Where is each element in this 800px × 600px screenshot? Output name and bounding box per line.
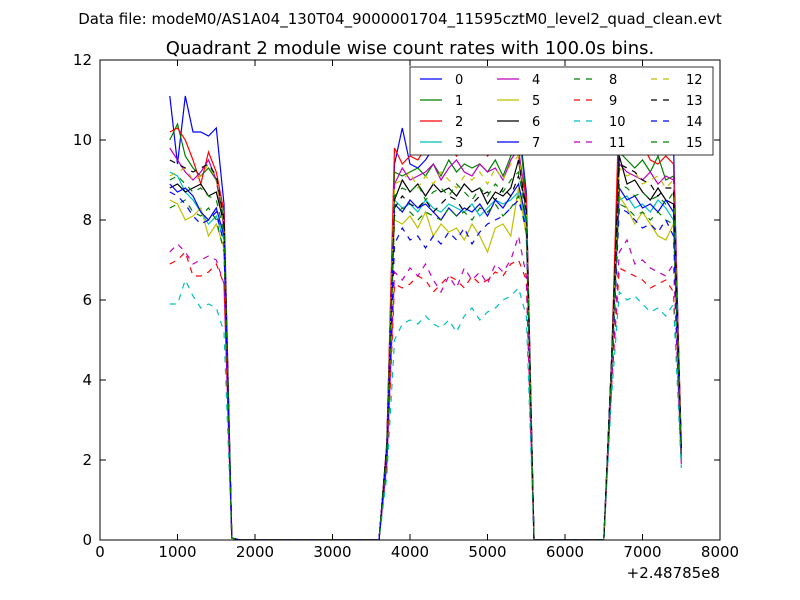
- figure-suptitle: Data file: modeM0/AS1A04_130T04_90000017…: [78, 10, 722, 29]
- y-tick-label-0: 0: [82, 531, 92, 549]
- x-tick-label-2000: 2000: [236, 543, 274, 561]
- legend-label-8: 8: [609, 73, 617, 88]
- y-tick-label-4: 4: [82, 371, 92, 389]
- legend-label-12: 12: [686, 73, 703, 88]
- legend-label-7: 7: [532, 136, 540, 151]
- x-tick-label-4000: 4000: [391, 543, 429, 561]
- legend-label-11: 11: [609, 136, 626, 151]
- legend-label-6: 6: [532, 115, 540, 130]
- series-line-12: [169, 154, 682, 540]
- legend-label-5: 5: [532, 94, 540, 109]
- y-tick-label-6: 6: [82, 291, 92, 309]
- series-line-9: [169, 250, 682, 540]
- legend-label-14: 14: [686, 115, 703, 130]
- x-tick-label-1000: 1000: [158, 543, 196, 561]
- x-tick-label-6000: 6000: [546, 543, 584, 561]
- plot-area: 0 1000 2000 3000 4000 5000 6000 7000 80000246810…: [73, 51, 739, 582]
- x-tick-label-3000: 3000: [313, 543, 351, 561]
- legend-label-9: 9: [609, 94, 617, 109]
- series-line-13: [169, 159, 682, 540]
- x-tick-label-5000: 5000: [468, 543, 506, 561]
- legend-label-4: 4: [532, 73, 540, 88]
- legend-label-0: 0: [455, 73, 463, 88]
- x-tick-label-7000: 7000: [623, 543, 661, 561]
- x-offset-label: +2.48785e8: [627, 564, 720, 582]
- series-line-10: [169, 278, 682, 540]
- series-line-1: [169, 122, 682, 540]
- x-tick-label-0: 0: [95, 543, 105, 561]
- y-tick-label-2: 2: [82, 451, 92, 469]
- series-line-7: [169, 182, 682, 540]
- legend-label-13: 13: [686, 94, 703, 109]
- x-tick-label-8000: 8000: [701, 543, 739, 561]
- legend-label-3: 3: [455, 136, 463, 151]
- legend-label-1: 1: [455, 94, 463, 109]
- series-line-3: [169, 171, 682, 540]
- y-tick-label-8: 8: [82, 211, 92, 229]
- legend-label-2: 2: [455, 115, 463, 130]
- chart-title: Quadrant 2 module wise count rates with …: [166, 38, 655, 59]
- legend-box: [409, 66, 714, 156]
- legend-label-15: 15: [686, 136, 703, 151]
- y-tick-label-12: 12: [73, 51, 92, 69]
- series-line-14: [169, 191, 682, 540]
- y-tick-label-10: 10: [73, 131, 92, 149]
- legend-label-10: 10: [609, 115, 626, 130]
- series-line-15: [169, 170, 682, 540]
